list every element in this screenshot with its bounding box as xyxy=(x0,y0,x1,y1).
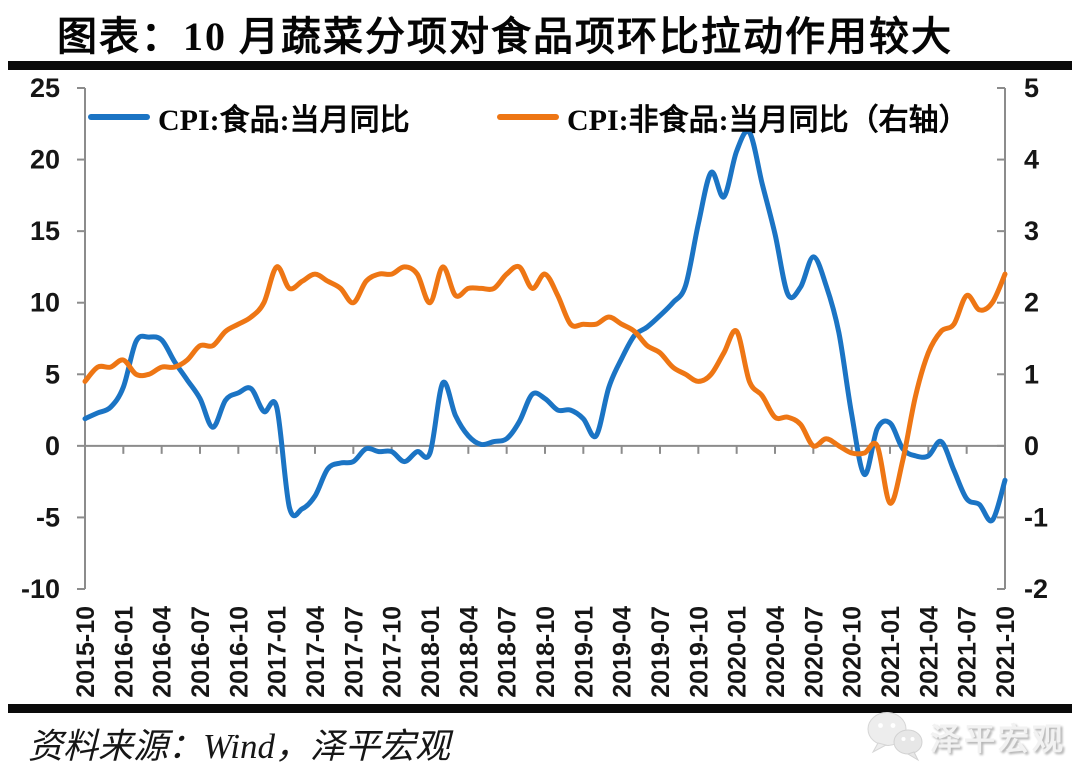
right-axis-tick-label: 5 xyxy=(1024,73,1039,103)
right-axis-tick-label: -1 xyxy=(1024,502,1048,532)
right-axis-tick-label: 3 xyxy=(1024,216,1039,246)
x-axis-tick-label: 2021-10 xyxy=(992,606,1020,698)
legend-label-cpi-food: CPI:食品:当月同比 xyxy=(158,104,410,137)
left-axis-tick-label: 15 xyxy=(30,216,60,246)
x-axis-tick-label: 2018-07 xyxy=(494,606,522,698)
x-axis-tick-label: 2019-10 xyxy=(685,606,713,698)
x-axis-tick-label: 2020-04 xyxy=(762,606,790,698)
legend-item-cpi-food: CPI:食品:当月同比 xyxy=(88,95,410,139)
legend-label-cpi-nonfood: CPI:非食品:当月同比（右轴） xyxy=(567,104,969,137)
legend-line-food-icon xyxy=(88,114,150,120)
watermark-text: 泽平宏观 xyxy=(930,721,1066,757)
x-axis-tick-label: 2018-04 xyxy=(455,606,483,698)
x-axis-tick-label: 2019-01 xyxy=(570,606,598,698)
left-axis-tick-label: -10 xyxy=(21,574,60,604)
x-axis-tick-label: 2020-01 xyxy=(724,606,752,698)
series-line-cpi-nonfood xyxy=(82,263,1008,506)
x-axis-tick-label: 2019-04 xyxy=(609,606,637,698)
x-axis-tick-label: 2017-10 xyxy=(379,606,407,698)
footer-divider-bar xyxy=(8,704,1072,713)
x-axis-tick-label: 2021-04 xyxy=(915,606,943,698)
left-axis-tick-label: 0 xyxy=(45,431,60,461)
title-divider-bar xyxy=(8,61,1072,70)
x-axis-tick-label: 2016-01 xyxy=(110,606,138,698)
left-axis-tick-label: 25 xyxy=(30,73,60,103)
x-axis-tick-label: 2016-10 xyxy=(225,606,253,698)
source-note: 资料来源：Wind，泽平宏观 xyxy=(28,727,450,766)
x-axis-tick-label: 2017-04 xyxy=(302,606,330,698)
series-line-cpi-food xyxy=(82,128,1008,524)
right-axis-tick-label: 0 xyxy=(1024,431,1039,461)
right-axis-tick-label: 2 xyxy=(1024,288,1039,318)
legend-line-nonfood-icon xyxy=(497,114,559,120)
x-axis-tick-label: 2019-07 xyxy=(647,606,675,698)
x-axis-tick-label: 2016-07 xyxy=(187,606,215,698)
x-axis-tick-label: 2017-07 xyxy=(340,606,368,698)
x-axis-tick-label: 2015-10 xyxy=(72,606,100,698)
wechat-logo-icon xyxy=(867,712,923,762)
left-axis-tick-label: 20 xyxy=(30,145,60,175)
x-axis-tick-label: 2017-01 xyxy=(264,606,292,698)
chart-title: 图表：10 月蔬菜分项对食品项环比拉动作用较大 xyxy=(57,14,953,59)
left-axis-tick-label: 5 xyxy=(45,359,60,389)
right-axis-tick-label: 4 xyxy=(1024,145,1039,175)
legend-item-cpi-nonfood: CPI:非食品:当月同比（右轴） xyxy=(497,95,969,139)
x-axis-tick-label: 2021-07 xyxy=(954,606,982,698)
x-axis-tick-label: 2018-10 xyxy=(532,606,560,698)
x-axis-tick-label: 2020-07 xyxy=(800,606,828,698)
left-axis-tick-label: 10 xyxy=(30,288,60,318)
watermark: 泽平宏观 xyxy=(866,710,1066,762)
left-axis-tick-label: -5 xyxy=(36,502,60,532)
x-axis-tick-label: 2021-01 xyxy=(877,606,905,698)
x-axis-tick-label: 2020-10 xyxy=(839,606,867,698)
x-axis-tick-label: 2016-04 xyxy=(149,606,177,698)
x-axis-tick-label: 2018-01 xyxy=(417,606,445,698)
right-axis-tick-label: 1 xyxy=(1024,359,1039,389)
right-axis-tick-label: -2 xyxy=(1024,574,1048,604)
